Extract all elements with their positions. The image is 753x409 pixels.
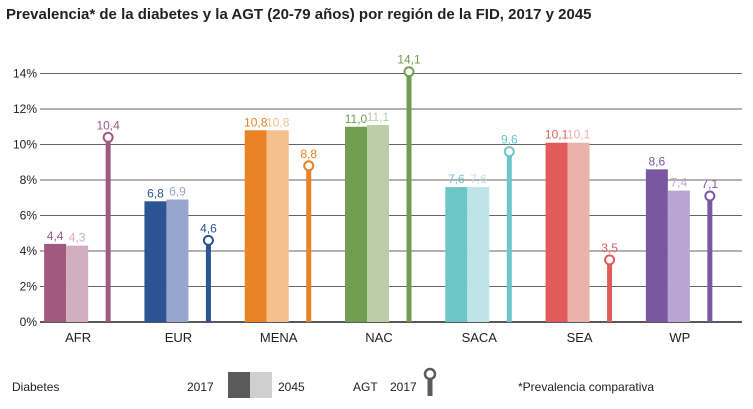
agt-marker [303,160,315,172]
legend-agt-year: 2017 [390,380,417,394]
data-label-2045: 4,3 [69,231,86,245]
x-category-label: NAC [365,330,392,345]
agt-marker [102,131,114,143]
x-category-label: MENA [260,330,298,345]
bar-diabetes-2017 [144,201,167,322]
bar-chart: 4,4 4,3 10,4 6,8 6,9 4,6 10,810,8 8,8 11,0 11,1 14… [13,53,742,346]
legend: Diabetes 2017 2045 AGT 2017 *Prevalencia… [0,367,753,398]
bar-diabetes-2017 [445,187,468,322]
x-category-label: SACA [462,330,498,345]
bar-diabetes-2045 [667,190,690,322]
data-label-2017: 4,4 [47,229,64,243]
legend-agt-marker-icon [423,367,437,396]
bar-diabetes-2045 [66,245,89,322]
gridlines [40,73,742,323]
data-label-2017: 11,0 [345,112,368,126]
legend-agt-label: AGT [353,380,378,394]
agt-marker [202,234,214,246]
bar-diabetes-2045 [567,142,590,322]
x-category-label: WP [669,330,690,345]
legend-swatch-2017 [228,372,250,398]
legend-footnote: *Prevalencia comparativa [518,380,655,394]
bar-diabetes-2017 [244,130,267,322]
data-label-2045: 7,6 [470,172,487,186]
x-category-label: EUR [165,330,192,345]
data-label-2045: 7,4 [671,176,688,190]
y-tick-label: 10% [13,138,37,152]
data-label-2045: 6,9 [169,185,186,199]
agt-marker [704,190,716,202]
data-label-agt: 7,1 [702,177,719,191]
data-label-2017: 10,1 [545,128,569,142]
axis: 0% 2% 4% 6% 8% 10% 12% 14% AFR EUR MENA NAC SACA SEA W… [13,67,690,346]
x-category-label: SEA [567,330,593,345]
data-label-2017: 8,6 [649,154,666,168]
y-tick-label: 14% [13,67,37,81]
bar-diabetes-2017 [44,243,67,322]
data-label-2017: 7,6 [448,172,465,186]
data-label-2045: 10,1 [567,128,591,142]
legend-year-2045: 2045 [278,380,305,394]
agt-marker [604,254,616,266]
chart-title: Prevalencia* de la diabetes y la AGT (20… [6,6,592,23]
data-label-2017: 10,8 [244,115,268,129]
legend-swatch-2045 [250,372,272,398]
y-tick-label: 8% [20,173,38,187]
data-label-agt: 9,6 [501,133,518,147]
bar-diabetes-2045 [166,199,189,322]
data-label-agt: 10,4 [96,118,120,132]
bar-diabetes-2017 [545,142,568,322]
y-tick-label: 2% [20,280,38,294]
agt-marker [503,146,515,158]
bar-diabetes-2045 [266,130,289,322]
data-label-2017: 6,8 [147,186,164,200]
bars [44,66,716,322]
data-label-2045: 10,8 [266,115,290,129]
data-label-agt: 8,8 [300,147,317,161]
legend-diabetes-label: Diabetes [12,380,60,394]
data-labels: 4,4 4,3 10,4 6,8 6,9 4,6 10,810,8 8,8 11,0 11,1 14… [47,53,719,255]
y-tick-label: 12% [13,102,37,116]
data-label-agt: 3,5 [601,241,618,255]
bar-diabetes-2045 [467,187,490,322]
legend-year-2017: 2017 [187,380,214,394]
y-tick-label: 0% [20,315,38,329]
agt-marker [403,66,415,78]
bar-diabetes-2017 [345,126,367,322]
data-label-agt: 4,6 [200,221,217,235]
bar-diabetes-2017 [645,169,668,322]
data-label-2045: 11,1 [367,110,390,124]
data-label-agt: 14,1 [397,53,421,67]
bar-diabetes-2045 [367,124,389,322]
y-tick-label: 6% [20,209,38,223]
x-category-label: AFR [65,330,91,345]
y-tick-label: 4% [20,244,38,258]
